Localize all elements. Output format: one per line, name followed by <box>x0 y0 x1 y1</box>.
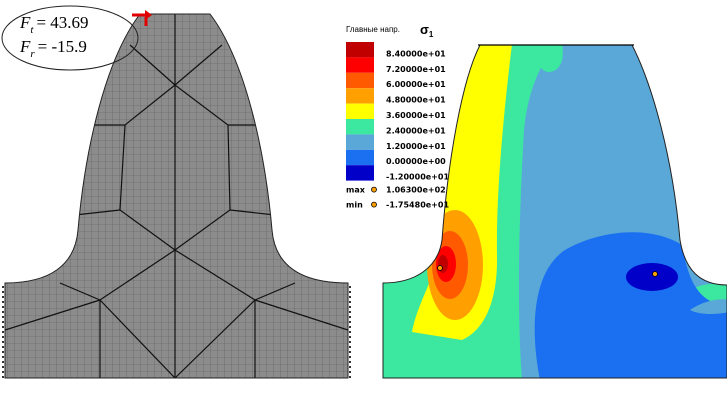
legend-label: 7.20000e+01 <box>386 65 446 74</box>
region <box>626 263 678 291</box>
legend-swatch <box>346 88 374 104</box>
force-label: Ft = 43.69 <box>19 13 89 36</box>
legend-label: 4.80000e+01 <box>386 96 446 105</box>
subscript: t <box>30 24 34 36</box>
legend-swatch <box>346 103 374 119</box>
value: -15.9 <box>52 37 87 56</box>
legend-swatch <box>346 119 374 135</box>
legend-label: -1.20000e+01 <box>386 173 449 182</box>
value: = 43.69 <box>36 13 88 32</box>
legend: Главные напр. σ1 8.40000e+01 7.20000e+01 6… <box>346 22 449 210</box>
legend-label: 8.40000e+01 <box>386 49 446 58</box>
symbol: F <box>19 13 31 32</box>
force-label: Fr = -15.9 <box>19 37 87 60</box>
legend-label: 6.00000e+01 <box>386 80 446 89</box>
subscript: 1 <box>429 30 434 39</box>
min-value: -1.75480e+01 <box>386 201 449 210</box>
max-label: max <box>346 186 366 195</box>
max-value: 1.06300e+02 <box>386 186 446 195</box>
region <box>534 45 563 72</box>
symbol: F <box>19 37 31 56</box>
annotation-ellipse <box>1 5 139 71</box>
min-symbol <box>371 201 377 208</box>
legend-swatch <box>346 72 374 89</box>
legend-title: Главные напр. <box>346 25 400 34</box>
legend-label: 0.00000e+00 <box>386 157 446 166</box>
min-marker <box>652 271 658 277</box>
legend-swatch <box>346 149 374 166</box>
legend-swatch <box>346 57 374 73</box>
max-symbol <box>371 186 377 193</box>
legend-swatch <box>346 134 374 150</box>
legend-swatch <box>346 165 374 181</box>
stress-contour <box>383 45 727 378</box>
symbol: σ <box>420 22 429 37</box>
legend-label: 3.60000e+01 <box>386 111 446 120</box>
value: = <box>38 37 52 56</box>
legend-swatch <box>346 42 374 58</box>
region <box>690 299 727 315</box>
legend-label: 1.20000e+01 <box>386 142 446 151</box>
mesh-model <box>2 10 351 379</box>
subscript: r <box>30 48 35 60</box>
min-label: min <box>346 201 363 210</box>
legend-label: 2.40000e+01 <box>386 126 446 135</box>
legend-symbol: σ1 <box>420 22 434 39</box>
max-marker <box>437 265 443 271</box>
region <box>534 232 727 378</box>
